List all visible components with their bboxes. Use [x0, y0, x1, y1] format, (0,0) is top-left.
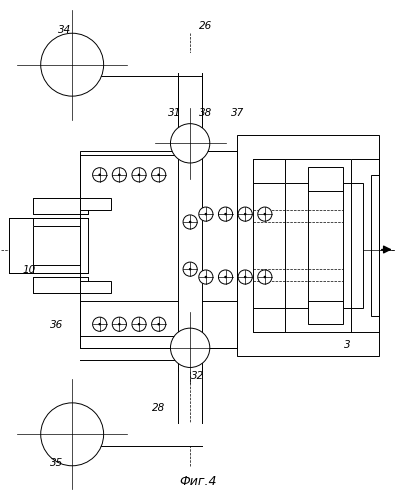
Bar — [253, 159, 284, 183]
Circle shape — [157, 323, 160, 325]
Circle shape — [170, 124, 210, 163]
Bar — [237, 135, 379, 356]
Text: Фиг.4: Фиг.4 — [179, 476, 217, 489]
Bar — [80, 281, 112, 293]
Circle shape — [152, 317, 166, 331]
Bar — [80, 151, 237, 348]
Bar — [80, 300, 237, 348]
Bar — [351, 159, 379, 332]
Bar — [178, 72, 202, 371]
Bar — [9, 218, 88, 273]
Circle shape — [264, 213, 266, 216]
Bar — [371, 175, 379, 316]
Bar — [80, 281, 112, 293]
Bar — [253, 308, 284, 332]
Bar — [253, 308, 284, 332]
Circle shape — [205, 276, 207, 278]
Circle shape — [118, 323, 121, 325]
Circle shape — [219, 270, 232, 284]
Bar — [351, 159, 379, 332]
Bar — [33, 277, 88, 293]
Bar — [33, 226, 80, 265]
Bar — [72, 423, 202, 446]
Text: 26: 26 — [199, 21, 213, 31]
Bar — [9, 218, 33, 273]
Circle shape — [199, 270, 213, 284]
Text: 10: 10 — [22, 265, 36, 275]
Circle shape — [112, 168, 126, 182]
Bar — [308, 300, 343, 324]
Bar — [80, 151, 237, 199]
Bar — [284, 183, 308, 308]
Circle shape — [238, 207, 252, 221]
Circle shape — [170, 328, 210, 367]
Text: 31: 31 — [168, 108, 181, 118]
Bar — [284, 183, 308, 308]
Circle shape — [132, 168, 146, 182]
Bar — [33, 199, 88, 214]
Circle shape — [224, 276, 227, 278]
Circle shape — [41, 403, 104, 466]
Circle shape — [189, 221, 191, 223]
Circle shape — [138, 323, 140, 325]
Circle shape — [238, 270, 252, 284]
Bar — [80, 199, 112, 210]
Bar — [343, 183, 363, 308]
Text: 37: 37 — [231, 108, 244, 118]
Bar — [308, 167, 343, 191]
Circle shape — [205, 213, 207, 216]
Circle shape — [93, 317, 107, 331]
Circle shape — [99, 323, 101, 325]
Text: 28: 28 — [152, 403, 165, 413]
Bar — [33, 226, 80, 265]
Bar — [80, 300, 237, 348]
Text: 32: 32 — [191, 371, 205, 381]
Bar — [33, 199, 88, 214]
Circle shape — [189, 268, 191, 270]
Circle shape — [219, 207, 232, 221]
Text: 35: 35 — [50, 458, 63, 468]
Bar — [253, 159, 351, 332]
Circle shape — [93, 168, 107, 182]
Bar — [308, 167, 343, 191]
Circle shape — [258, 207, 272, 221]
Bar — [237, 135, 379, 356]
Bar — [33, 277, 88, 293]
Circle shape — [183, 215, 197, 229]
Circle shape — [244, 213, 246, 216]
Circle shape — [183, 262, 197, 276]
Bar — [33, 277, 88, 293]
Bar — [253, 159, 284, 183]
Circle shape — [99, 174, 101, 176]
Bar — [80, 132, 178, 155]
Bar — [80, 199, 112, 210]
Bar — [9, 218, 33, 273]
Circle shape — [41, 33, 104, 96]
Circle shape — [112, 317, 126, 331]
Circle shape — [118, 174, 121, 176]
Text: 38: 38 — [199, 108, 213, 118]
Bar — [72, 53, 202, 76]
Bar — [80, 199, 237, 300]
Bar — [308, 300, 343, 324]
Text: 3: 3 — [344, 340, 351, 350]
Circle shape — [152, 168, 166, 182]
Circle shape — [264, 276, 266, 278]
Text: 36: 36 — [50, 320, 63, 330]
Text: 34: 34 — [58, 25, 71, 35]
Circle shape — [199, 207, 213, 221]
Circle shape — [138, 174, 140, 176]
Circle shape — [157, 174, 160, 176]
Bar — [80, 151, 237, 199]
Bar — [33, 199, 88, 214]
Circle shape — [224, 213, 227, 216]
Circle shape — [244, 276, 246, 278]
Circle shape — [258, 270, 272, 284]
Circle shape — [132, 317, 146, 331]
